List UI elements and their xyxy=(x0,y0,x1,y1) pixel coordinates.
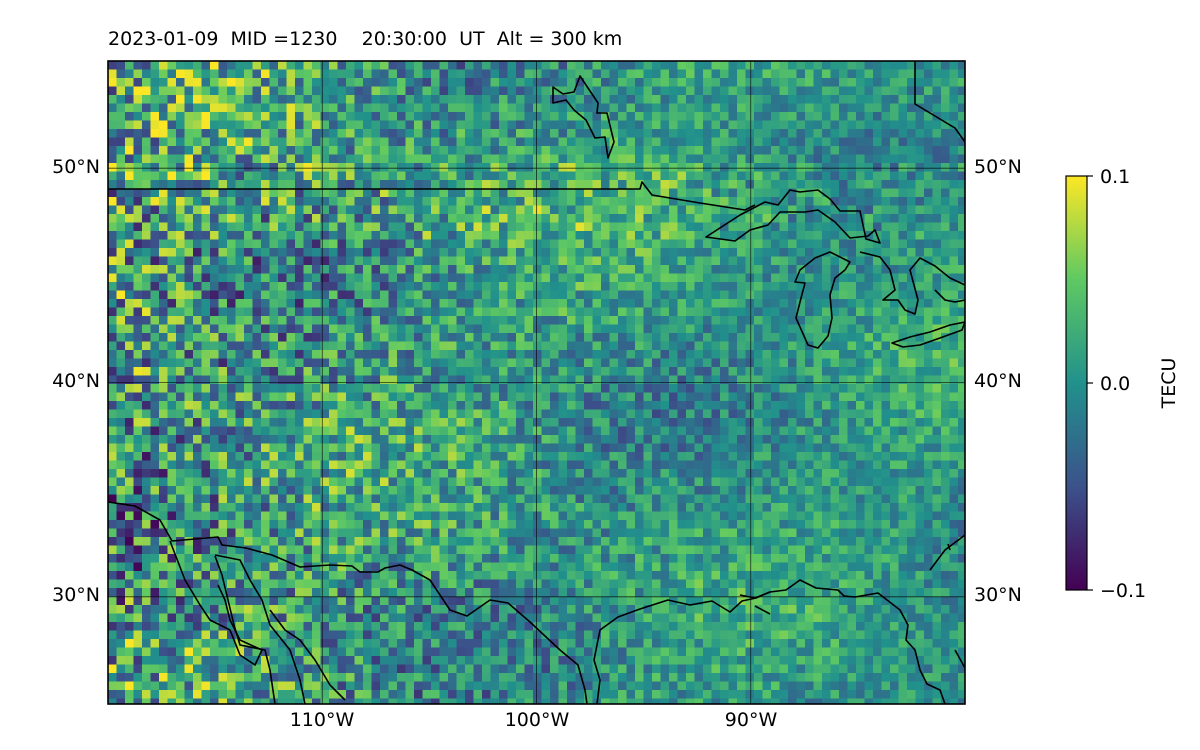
lat-label-30-right: 30°N xyxy=(974,584,1022,606)
lake-huron xyxy=(859,251,965,315)
colorbar-label-min: −0.1 xyxy=(1100,580,1146,602)
baja-california xyxy=(214,554,306,704)
colorbar-title: TECU xyxy=(1158,358,1180,410)
us-canada-border xyxy=(108,181,756,211)
map-title: 2023-01-09 MID =1230 20:30:00 UT Alt = 3… xyxy=(108,28,623,50)
gulf-inlet xyxy=(754,605,771,615)
lat-labels-left: 50°N 40°N 30°N xyxy=(52,156,100,606)
map-coastlines xyxy=(108,61,965,704)
lon-label-110w: 110°W xyxy=(290,709,355,731)
tec-heatmap xyxy=(108,61,965,704)
colorbar-label-mid: 0.0 xyxy=(1100,373,1130,395)
florida-peninsula xyxy=(947,543,951,551)
lat-label-30-left: 30°N xyxy=(52,584,100,606)
lat-labels-right: 50°N 40°N 30°N xyxy=(974,156,1022,606)
lon-label-90w: 90°W xyxy=(725,709,778,731)
hudson-bay-coast xyxy=(552,75,615,159)
colorbar-gradient xyxy=(1065,175,1088,591)
lake-michigan xyxy=(794,251,851,349)
florida-east xyxy=(954,649,965,669)
lake-superior xyxy=(705,189,881,244)
lat-label-50-right: 50°N xyxy=(974,156,1022,178)
us-mexico-border xyxy=(108,501,588,704)
colorbar-label-max: 0.1 xyxy=(1100,166,1130,188)
colorbar: 0.1 0.0 −0.1 TECU xyxy=(1065,166,1180,602)
florida-coast xyxy=(929,534,965,571)
lon-label-100w: 100°W xyxy=(505,709,570,731)
lon-labels: 110°W 100°W 90°W xyxy=(290,709,778,731)
sonora-coast xyxy=(269,609,346,701)
map-frame xyxy=(107,60,966,705)
gulf-coast xyxy=(593,579,946,704)
bahama-bank xyxy=(739,591,771,599)
lat-label-40-left: 40°N xyxy=(52,370,100,392)
lat-label-50-left: 50°N xyxy=(52,156,100,178)
north-coast xyxy=(914,61,965,143)
lake-ontario xyxy=(934,289,965,303)
mexico-west-coast xyxy=(169,540,263,666)
lat-label-40-right: 40°N xyxy=(974,370,1022,392)
lake-erie xyxy=(891,321,965,348)
